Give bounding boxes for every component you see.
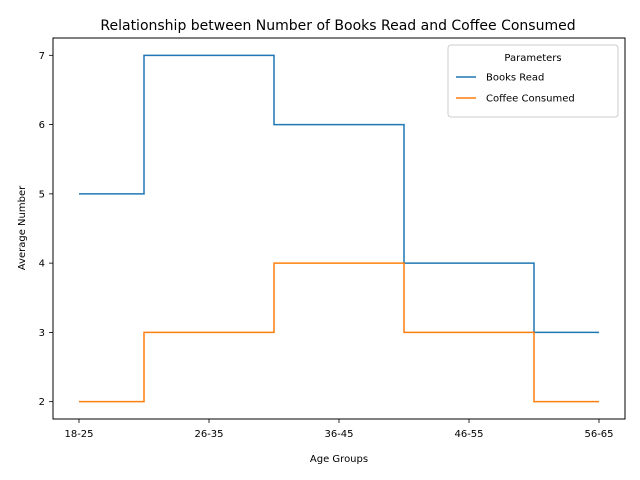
series-layer (79, 54, 599, 403)
y-axis-label: Average Number (17, 185, 28, 270)
y-tick-label: 6 (39, 120, 45, 131)
x-tick-label: 26-35 (194, 429, 223, 440)
x-tick-label: 18-25 (64, 429, 93, 440)
x-axis-label: Age Groups (310, 454, 368, 465)
y-axis: 2 3 4 5 6 7 (39, 51, 53, 408)
chart-title: Relationship between Number of Books Rea… (100, 18, 575, 34)
legend: Parameters Books Read Coffee Consumed (447, 44, 619, 118)
y-tick-label: 5 (39, 189, 45, 200)
legend-label: Coffee Consumed (486, 94, 575, 105)
y-tick-label: 7 (39, 51, 45, 62)
x-axis: 18-25 26-35 36-45 46-55 56-65 (64, 419, 614, 440)
series-line-1 (79, 262, 599, 403)
x-tick-label: 46-55 (454, 429, 483, 440)
y-tick-label: 3 (39, 328, 45, 339)
x-tick-label: 56-65 (584, 429, 613, 440)
x-tick-label: 36-45 (324, 429, 353, 440)
y-tick-label: 4 (39, 259, 45, 270)
legend-label: Books Read (486, 73, 544, 84)
legend-box (447, 44, 619, 118)
series-line-0 (79, 54, 599, 334)
y-tick-label: 2 (39, 397, 45, 408)
legend-entries: Books Read Coffee Consumed (456, 73, 575, 105)
legend-title: Parameters (504, 53, 561, 64)
